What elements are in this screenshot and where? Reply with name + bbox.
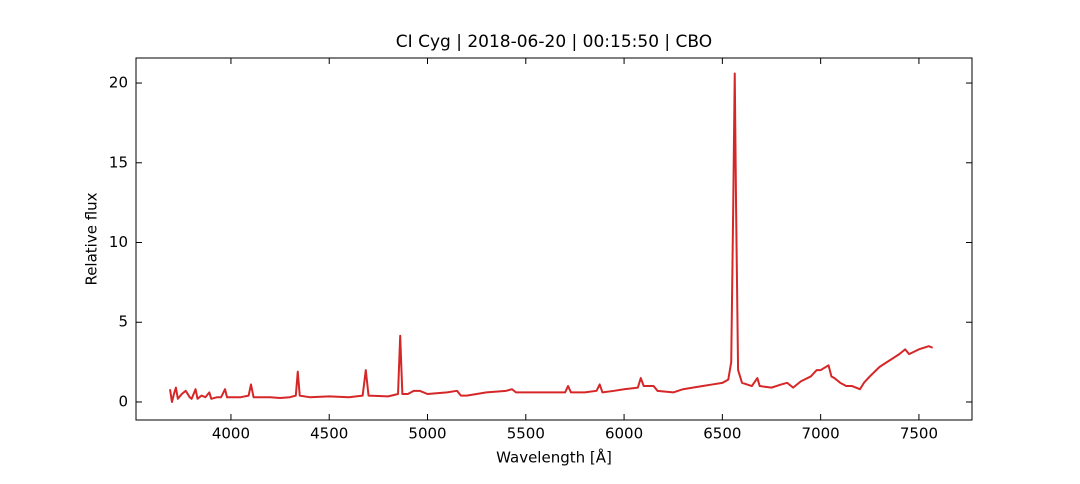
y-tick-label: 0 — [118, 392, 128, 410]
x-tick-label: 4000 — [212, 425, 250, 443]
spectrum-line — [169, 72, 934, 403]
y-tick-label: 10 — [109, 233, 128, 251]
x-tick-label: 7000 — [802, 425, 840, 443]
x-tick-label: 6500 — [703, 425, 741, 443]
x-tick-label: 4500 — [310, 425, 348, 443]
y-tick-label: 20 — [109, 74, 128, 92]
x-tick-label: 5500 — [507, 425, 545, 443]
x-tick-label: 6000 — [605, 425, 643, 443]
plot-frame — [135, 57, 973, 421]
y-axis-label: Relative flux — [83, 192, 101, 285]
x-tick-label: 7500 — [900, 425, 938, 443]
y-tick-label: 5 — [118, 313, 128, 331]
x-axis-label: Wavelength [Å] — [496, 448, 612, 467]
y-tick-label: 15 — [109, 153, 128, 171]
x-tick-label: 5000 — [408, 425, 446, 443]
chart-title: CI Cyg | 2018-06-20 | 00:15:50 | CBO — [396, 32, 712, 52]
